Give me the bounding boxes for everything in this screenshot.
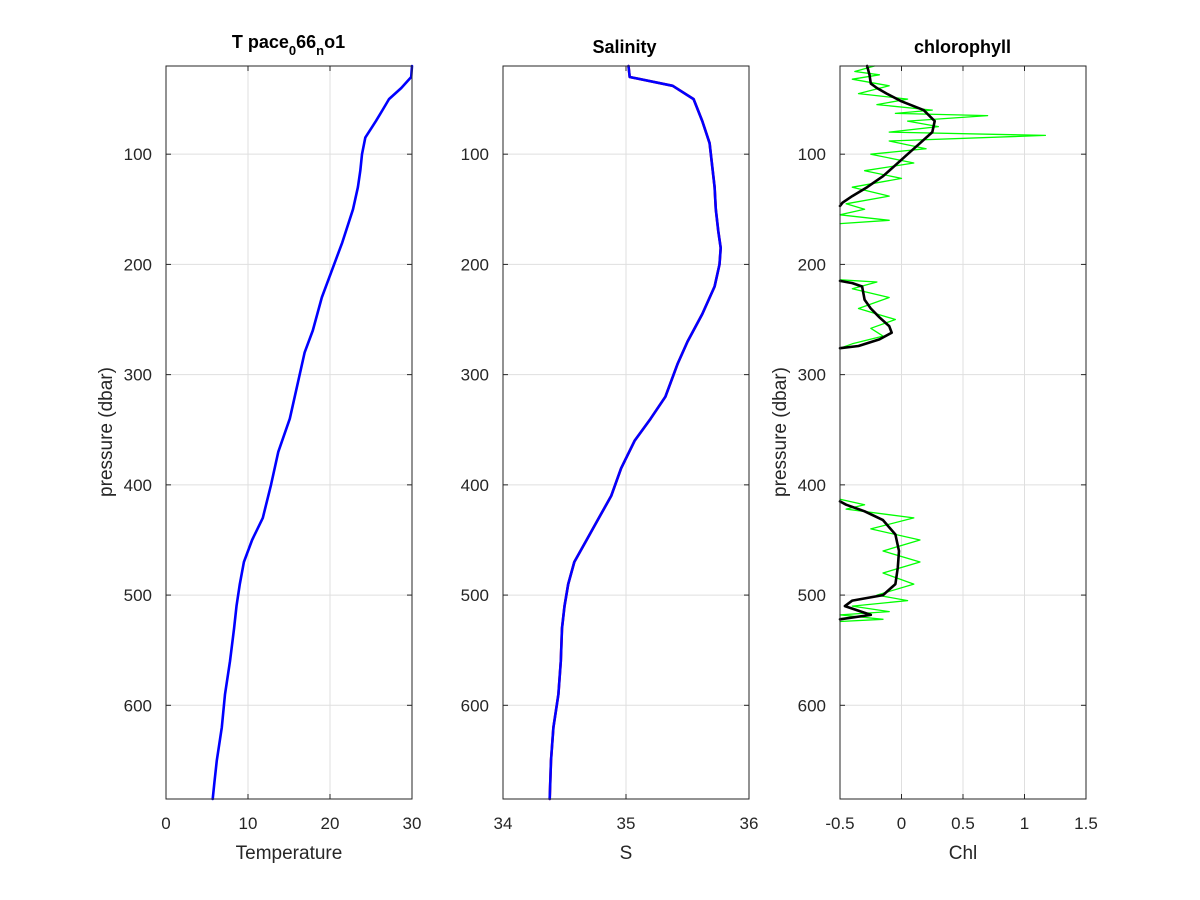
salinity-title: Salinity (592, 37, 656, 57)
salinity-ytick-label-3: 400 (461, 476, 489, 495)
temperature-series-0-segment-0 (211, 64, 414, 801)
temperature-axes-box (165, 65, 413, 800)
temperature-ytick-label-5: 600 (124, 696, 152, 715)
temperature-ytick-label-1: 200 (124, 255, 152, 274)
chlorophyll-series-1-segment-2 (838, 500, 901, 621)
salinity-ytick-label-5: 600 (461, 696, 489, 715)
chlorophyll-series-1-segment-1 (838, 279, 894, 350)
chlorophyll-ytick-label-5: 600 (798, 696, 826, 715)
chlorophyll-ytick-label-0: 100 (798, 145, 826, 164)
temperature-ylabel: pressure (dbar) (96, 367, 117, 497)
chlorophyll-ylabel: pressure (dbar) (770, 367, 791, 497)
chlorophyll-ytick-label-4: 500 (798, 586, 826, 605)
chlorophyll-xlabel: Chl (949, 843, 978, 864)
temperature-axes: 0 10 20 30 100 200 300 400 500 600 (124, 64, 422, 833)
salinity-xtick-label-1: 35 (617, 814, 636, 833)
temperature-xtick-label-3: 30 (403, 814, 422, 833)
chlorophyll-series-0-segment-1 (839, 279, 897, 349)
chlorophyll-xtick-label-3: 1 (1020, 814, 1029, 833)
chlorophyll-series-0-segment-0 (839, 65, 1047, 225)
salinity-series-0-segment-0 (548, 64, 723, 801)
salinity-ytick-label-1: 200 (461, 255, 489, 274)
temperature-ytick-label-3: 400 (124, 476, 152, 495)
salinity-xtick-label-0: 34 (494, 814, 513, 833)
temperature-xtick-label-0: 0 (161, 814, 170, 833)
chlorophyll-ytick-label-3: 400 (798, 476, 826, 495)
chlorophyll-series-0-segment-2 (839, 498, 921, 623)
temperature-ytick-label-0: 100 (124, 145, 152, 164)
chlorophyll-series-1-segment-0 (838, 64, 937, 208)
chlorophyll-xtick-label-0: -0.5 (825, 814, 854, 833)
temperature-ytick-label-2: 300 (124, 366, 152, 385)
chlorophyll-title: chlorophyll (914, 37, 1011, 57)
temperature-xtick-label-2: 20 (321, 814, 340, 833)
temperature-ytick-label-4: 500 (124, 586, 152, 605)
chlorophyll-xtick-label-4: 1.5 (1074, 814, 1098, 833)
salinity-xtick-label-2: 36 (740, 814, 759, 833)
chlorophyll-ytick-label-2: 300 (798, 366, 826, 385)
chlorophyll-axes: -0.5 0 0.5 1 1.5 100 200 300 400 500 600 (798, 64, 1098, 833)
salinity-ytick-label-0: 100 (461, 145, 489, 164)
temperature-xlabel: Temperature (236, 843, 343, 864)
salinity-ytick-label-2: 300 (461, 366, 489, 385)
chlorophyll-xtick-label-2: 0.5 (951, 814, 975, 833)
salinity-axes: 34 35 36 100 200 300 400 500 600 (461, 64, 759, 833)
chlorophyll-ytick-label-1: 200 (798, 255, 826, 274)
salinity-ytick-label-4: 500 (461, 586, 489, 605)
temperature-title: T pace066no1 (232, 32, 345, 58)
temperature-xtick-label-1: 10 (239, 814, 258, 833)
salinity-series-1-segment-0 (548, 64, 723, 801)
chlorophyll-xtick-label-1: 0 (897, 814, 906, 833)
salinity-xlabel: S (620, 843, 633, 864)
